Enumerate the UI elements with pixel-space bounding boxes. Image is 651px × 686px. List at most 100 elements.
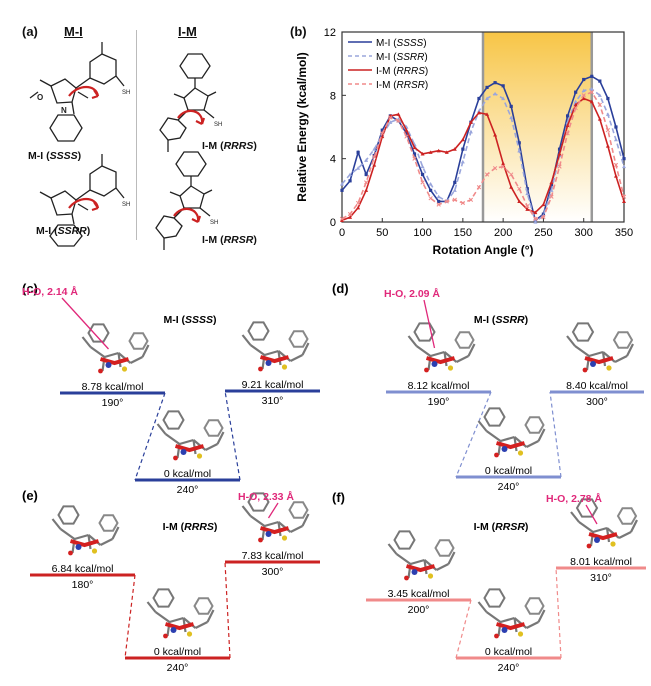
data-point [581,88,586,93]
bond [537,609,546,623]
bond [117,352,132,364]
y-tick-label: 8 [330,90,336,102]
atom-s [196,453,203,459]
series-line-1 [341,88,625,224]
phenyl-ring [87,323,110,343]
y-tick-label: 12 [324,27,336,39]
data-point [452,147,457,151]
legend-entry-3: I-M (RRSR) [376,80,428,91]
bond [241,334,252,346]
atom-o [98,368,103,374]
data-point [380,131,385,136]
data-point [574,90,578,94]
data-point [509,172,514,177]
phenyl-ring [57,505,80,525]
data-point [581,96,586,101]
data-point [597,93,602,97]
data-point [444,199,449,204]
bond [537,428,546,442]
indane-ring [288,501,309,519]
data-point [476,110,481,115]
bond [526,440,539,448]
data-point [452,188,457,192]
data-point [557,164,562,169]
svg-text:N: N [61,106,67,115]
energy-value-left: 6.84 kcal/mol [52,563,114,575]
hbond-arrow [61,297,109,350]
data-point [484,172,490,177]
panel-b-label: (b) [290,24,307,39]
data-point [500,164,506,169]
hbond-label: H-O, 2.14 Å [22,285,78,298]
data-point [485,96,490,101]
data-point [493,91,498,96]
atom-o [258,366,263,372]
data-point [396,112,401,116]
data-point [493,81,497,85]
x-tick-label: 200 [494,227,512,239]
data-point [605,144,610,148]
panel-label: (e) [22,488,38,503]
x-tick-label: 0 [339,227,345,239]
data-point [436,202,441,207]
atom-n [180,449,187,455]
data-point [404,131,409,135]
y-tick-label: 0 [330,217,336,229]
energy-chart: 0 50 100 150 200 250 300 350 0 4 8 12 Rotation Angle… [295,27,633,257]
panel-a-structures: O N SH SH SH SH [29,42,222,250]
panel-a-header-im: I-M [178,24,197,39]
data-point [485,85,489,90]
bond [179,438,194,446]
data-point [614,125,618,129]
rotating-bond [259,355,290,364]
data-point [348,215,353,219]
bond [606,527,620,539]
data-point [533,210,538,215]
data-point [485,112,490,116]
phenyl-ring [483,407,506,427]
diagram-title: M-I (SSSS) [163,314,216,326]
indane-ring [288,330,309,348]
svg-text:SH: SH [122,202,130,208]
legend-entry-2: I-M (RRRS) [376,66,428,77]
bond [574,345,590,357]
bond [626,343,634,357]
atom-o [424,367,429,373]
x-tick-label: 350 [615,227,633,239]
angle-value-left: 190° [102,397,124,409]
plot-frame [341,31,625,223]
bond [477,420,488,432]
atom-o [404,575,409,581]
atom-n [501,627,508,633]
x-tick-label: 300 [575,227,593,239]
angle-value-mid: 240° [498,662,520,674]
bond [614,355,628,363]
data-point [573,102,578,107]
data-point [533,216,538,221]
bond [592,526,608,534]
bond [485,430,502,442]
x-tick-label: 100 [413,227,431,239]
bond [407,335,418,347]
bond [301,342,310,356]
data-point [372,147,377,151]
atom-s [447,365,454,371]
bond [410,558,425,566]
energy-diagram-panel_f: (f) 3.45 kcal/mol 200° 0 kcal/mol 240° 8.01 k… [332,490,646,674]
bond [81,336,92,348]
bond [205,443,218,451]
data-point [605,128,611,133]
rotating-bond [405,564,436,573]
bond [415,345,432,357]
data-point [589,99,594,104]
bond [130,356,143,364]
data-point [355,200,361,206]
bond [588,350,604,358]
bond [436,563,449,571]
energy-value-right: 8.01 kcal/mol [570,556,632,568]
bond [277,521,292,533]
atom-n [105,362,112,368]
hbond-arrow [267,502,279,519]
data-point [565,131,570,136]
data-point [339,216,345,221]
